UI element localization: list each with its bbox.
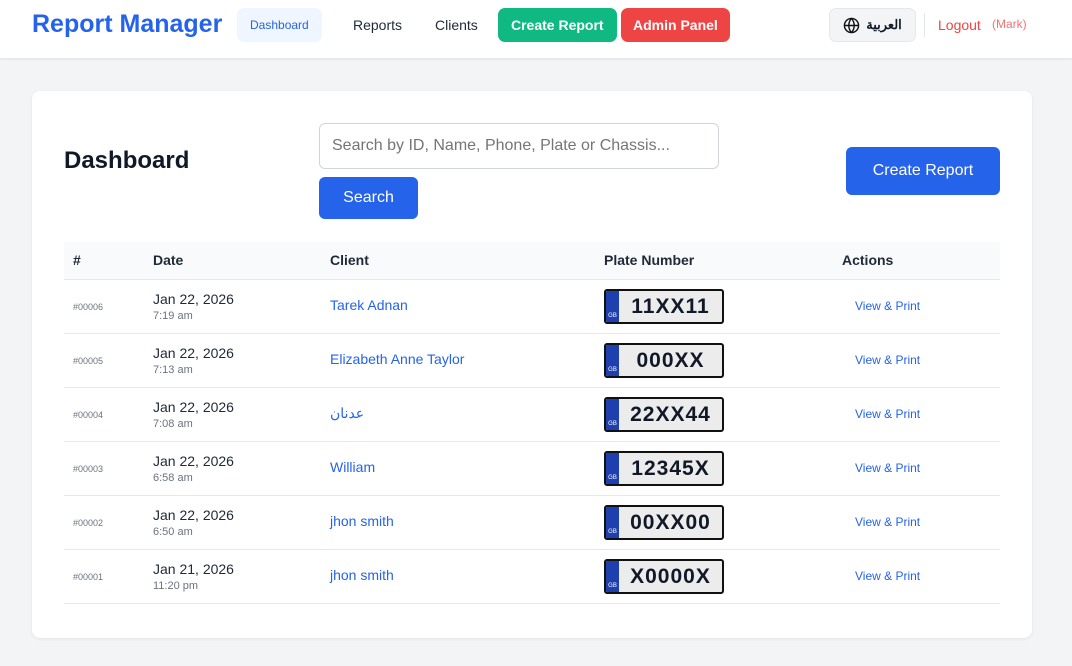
nav-admin-panel-button[interactable]: Admin Panel	[621, 8, 730, 42]
report-id: #00001	[73, 572, 104, 582]
plate-number: 11XX11	[631, 294, 710, 318]
col-plate: Plate Number	[595, 242, 833, 280]
plate-number: 22XX44	[630, 402, 711, 426]
divider	[924, 13, 925, 37]
plate-badge: GB 11XX11	[604, 288, 724, 324]
brand-logo[interactable]: Report Manager	[32, 10, 223, 38]
table-row: #00002 Jan 22, 2026 6:50 am jhon smith GB…	[64, 495, 1000, 550]
plate-badge: GB 12345X	[604, 450, 724, 486]
plate-badge: GB X0000X	[604, 558, 724, 594]
report-id: #00005	[73, 356, 104, 366]
plate-badge: GB 22XX44	[604, 396, 724, 432]
view-print-link[interactable]: View & Print	[855, 515, 921, 529]
table-row: #00001 Jan 21, 2026 11:20 pm jhon smith G…	[64, 549, 1000, 604]
view-print-link[interactable]: View & Print	[855, 569, 921, 583]
report-id: #00003	[73, 464, 104, 474]
report-time: 7:19 am	[153, 309, 193, 322]
view-print-link[interactable]: View & Print	[855, 299, 921, 313]
language-label: العربية	[866, 17, 902, 32]
report-id: #00006	[73, 302, 104, 312]
report-time: 6:58 am	[153, 471, 193, 484]
nav-clients[interactable]: Clients	[435, 17, 478, 33]
logout-link[interactable]: Logout	[938, 17, 981, 33]
table-row: #00005 Jan 22, 2026 7:13 am Elizabeth Ann…	[64, 333, 1000, 388]
plate-number: 00XX00	[630, 510, 711, 534]
client-link[interactable]: Elizabeth Anne Taylor	[330, 351, 465, 367]
create-report-button[interactable]: Create Report	[846, 147, 1000, 195]
plate-number: 12345X	[631, 456, 710, 480]
view-print-link[interactable]: View & Print	[855, 461, 921, 475]
plate-number: 000XX	[636, 348, 705, 372]
top-nav: Report Manager Dashboard Reports Clients…	[0, 0, 1072, 59]
nav-create-report-button[interactable]: Create Report	[498, 8, 617, 42]
table-row: #00004 Jan 22, 2026 7:08 am عدنان GB 22XX4…	[64, 387, 1000, 442]
col-client: Client	[321, 242, 595, 280]
client-link[interactable]: عدنان	[330, 405, 365, 421]
col-actions: Actions	[833, 242, 1000, 280]
eu-flag-icon: GB	[606, 560, 619, 592]
report-date: Jan 22, 2026	[153, 452, 234, 469]
report-id: #00004	[73, 410, 104, 420]
report-time: 7:08 am	[153, 417, 193, 430]
reports-table: # Date Client Plate Number Actions #0000…	[64, 242, 1000, 604]
report-time: 11:20 pm	[153, 579, 199, 592]
dashboard-card: Dashboard Search Create Report # Date Cl…	[32, 91, 1032, 638]
view-print-link[interactable]: View & Print	[855, 353, 921, 367]
report-date: Jan 22, 2026	[153, 506, 234, 523]
report-time: 6:50 am	[153, 525, 193, 538]
nav-dashboard[interactable]: Dashboard	[237, 8, 322, 42]
nav-reports[interactable]: Reports	[353, 17, 403, 33]
client-link[interactable]: jhon smith	[330, 513, 394, 529]
eu-flag-icon: GB	[606, 506, 619, 538]
username: (Mark)	[992, 17, 1027, 31]
plate-number: X0000X	[630, 564, 711, 588]
table-row: #00006 Jan 22, 2026 7:19 am Tarek Adnan G…	[64, 279, 1000, 334]
report-time: 7:13 am	[153, 363, 193, 376]
search-button[interactable]: Search	[319, 177, 418, 219]
col-date: Date	[144, 242, 321, 280]
eu-flag-icon: GB	[606, 452, 619, 484]
col-id: #	[64, 242, 144, 280]
report-date: Jan 22, 2026	[153, 290, 234, 307]
client-link[interactable]: Tarek Adnan	[330, 297, 408, 313]
plate-badge: GB 00XX00	[604, 504, 724, 540]
language-button[interactable]: العربية	[829, 8, 916, 42]
report-date: Jan 22, 2026	[153, 344, 234, 361]
client-link[interactable]: William	[330, 459, 376, 475]
client-link[interactable]: jhon smith	[330, 567, 394, 583]
page-title: Dashboard	[64, 147, 190, 174]
globe-icon	[843, 17, 860, 33]
report-date: Jan 21, 2026	[153, 560, 234, 577]
plate-badge: GB 000XX	[604, 342, 724, 378]
table-row: #00003 Jan 22, 2026 6:58 am William GB 123…	[64, 441, 1000, 496]
eu-flag-icon: GB	[606, 290, 619, 322]
search-input[interactable]	[319, 123, 719, 169]
eu-flag-icon: GB	[606, 398, 619, 430]
view-print-link[interactable]: View & Print	[855, 407, 921, 421]
eu-flag-icon: GB	[606, 344, 619, 376]
report-id: #00002	[73, 518, 104, 528]
report-date: Jan 22, 2026	[153, 398, 234, 415]
